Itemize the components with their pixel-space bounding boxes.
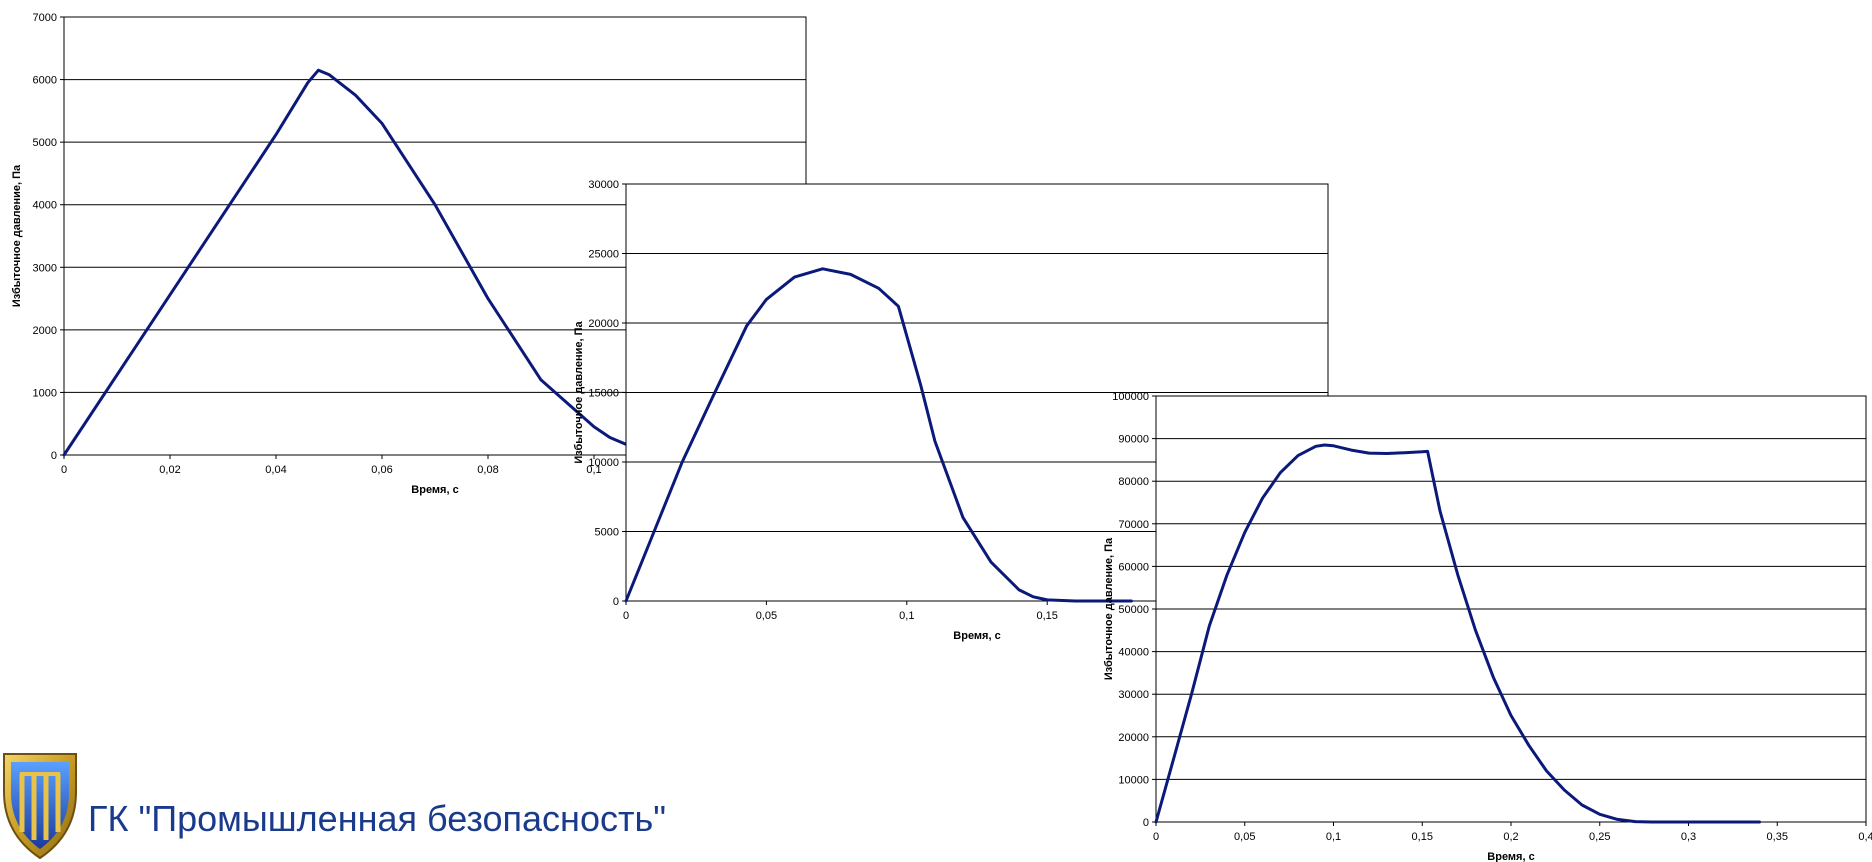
x-tick-label: 0,4: [1858, 831, 1872, 843]
y-tick-label: 0: [51, 450, 57, 462]
y-tick-label: 0: [1143, 817, 1149, 829]
y-tick-label: 7000: [33, 12, 57, 24]
y-tick-label: 3000: [33, 262, 57, 274]
series-line: [624, 267, 1133, 603]
y-tick-label: 40000: [1118, 647, 1149, 659]
y-tick-label: 1000: [33, 387, 57, 399]
y-tick-label: 90000: [1118, 434, 1149, 446]
x-tick-label: 0: [1153, 831, 1159, 843]
y-tick-label: 60000: [1118, 561, 1149, 573]
y-tick-label: 100000: [1112, 391, 1149, 403]
x-axis-label: Время, с: [953, 630, 1000, 642]
y-tick-label: 30000: [1118, 689, 1149, 701]
y-tick-label: 10000: [1118, 774, 1149, 786]
y-axis-label: Избыточное давление, Па: [1103, 537, 1115, 680]
x-axis-label: Время, с: [411, 484, 458, 496]
y-tick-label: 4000: [33, 200, 57, 212]
x-tick-label: 0,05: [1234, 831, 1255, 843]
y-tick-label: 2000: [33, 325, 57, 337]
y-tick-label: 70000: [1118, 519, 1149, 531]
chart-pressure-large: 0 10000 20000 30000 40000 50000 60000 70000 8000…: [1103, 391, 1872, 862]
x-tick-label: 0,2: [1503, 831, 1518, 843]
y-axis-label: Избыточное давление, Па: [573, 321, 585, 464]
x-tick-label: 0,1: [899, 610, 914, 622]
x-tick-label: 0,02: [159, 464, 180, 476]
y-tick-label: 10000: [588, 457, 619, 469]
y-tick-label: 6000: [33, 75, 57, 87]
y-tick-label: 20000: [1118, 732, 1149, 744]
y-tick-label: 25000: [588, 249, 619, 261]
x-tick-label: 0: [623, 610, 629, 622]
x-tick-label: 0,08: [477, 464, 498, 476]
x-tick-label: 0: [61, 464, 67, 476]
x-tick-label: 0,15: [1412, 831, 1433, 843]
x-tick-label: 0,05: [756, 610, 777, 622]
y-tick-label: 30000: [588, 179, 619, 191]
x-tick-label: 0,06: [371, 464, 392, 476]
x-tick-label: 0,3: [1681, 831, 1696, 843]
series-line: [1154, 443, 1761, 824]
x-tick-label: 0,25: [1589, 831, 1610, 843]
x-tick-label: 0,35: [1767, 831, 1788, 843]
y-tick-label: 0: [613, 596, 619, 608]
y-tick-label: 20000: [588, 318, 619, 330]
y-tick-label: 15000: [588, 388, 619, 400]
x-tick-label: 0,1: [1326, 831, 1341, 843]
x-tick-label: 0,04: [265, 464, 286, 476]
x-tick-label: 0,1: [586, 464, 601, 476]
y-tick-label: 5000: [595, 527, 619, 539]
y-tick-label: 50000: [1118, 604, 1149, 616]
y-tick-label: 80000: [1118, 476, 1149, 488]
x-tick-label: 0,15: [1036, 610, 1057, 622]
y-tick-label: 5000: [33, 137, 57, 149]
y-axis-label: Избыточное давление, Па: [11, 164, 23, 307]
x-axis-label: Время, с: [1487, 851, 1534, 862]
company-name: ГК "Промышленная безопасность": [88, 798, 666, 839]
company-logo-icon: [3, 753, 77, 860]
